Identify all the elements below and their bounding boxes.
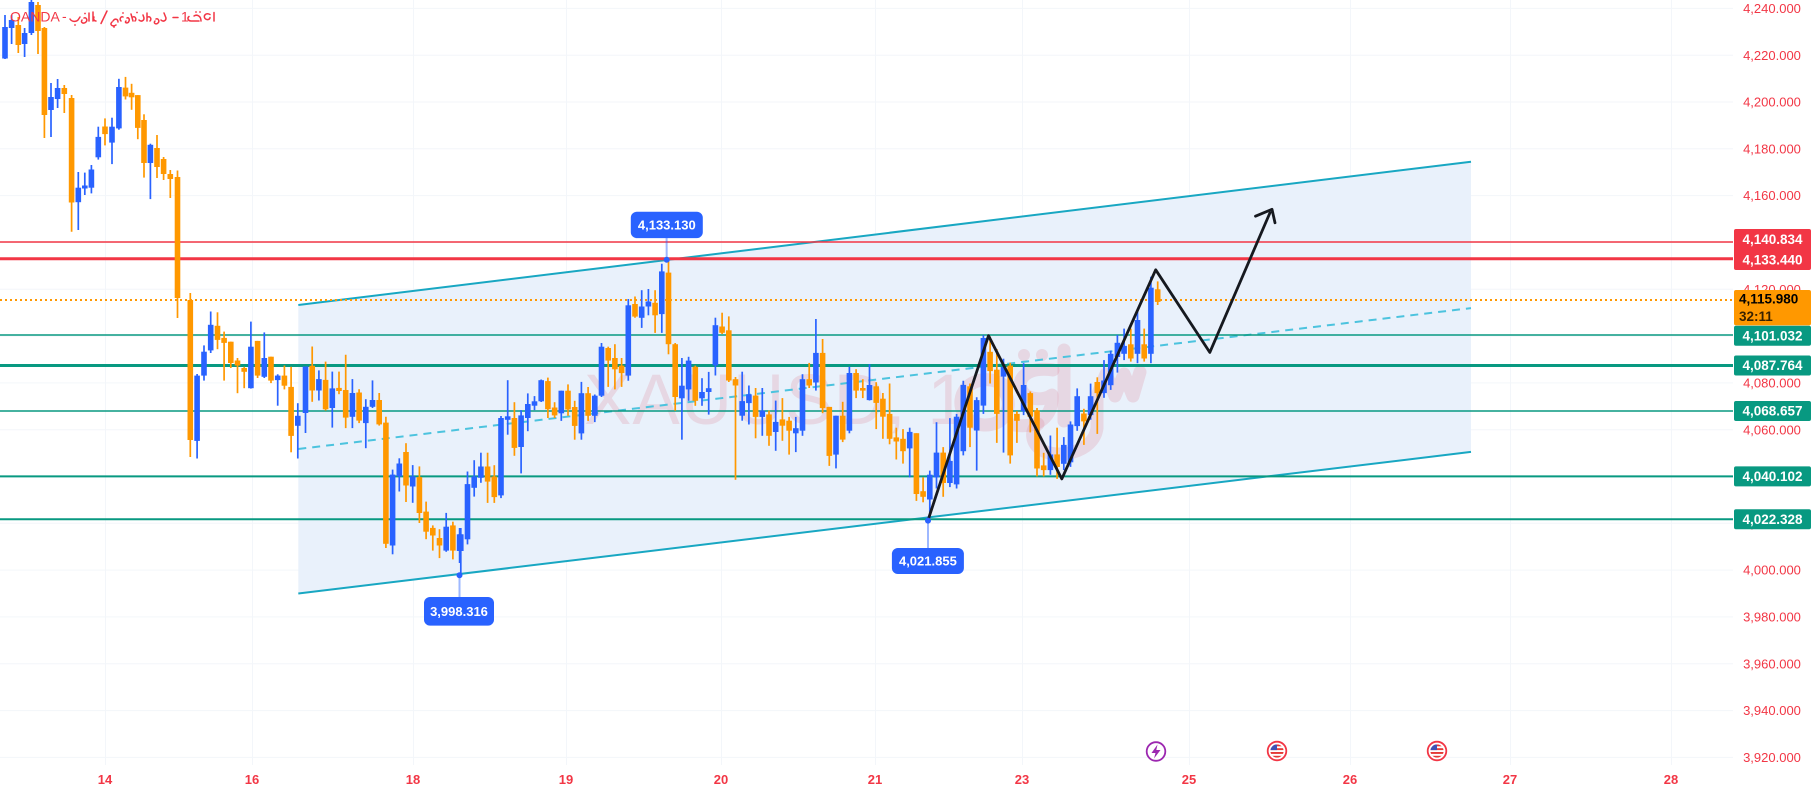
svg-text:-: - [62, 8, 67, 24]
svg-text:28: 28 [1664, 772, 1678, 787]
svg-text:16: 16 [245, 772, 259, 787]
svg-text:4,000.000: 4,000.000 [1743, 563, 1801, 578]
svg-text:23: 23 [1015, 772, 1029, 787]
svg-text:32:11: 32:11 [1739, 309, 1773, 324]
svg-text:4,080.000: 4,080.000 [1743, 376, 1801, 391]
svg-text:19: 19 [559, 772, 573, 787]
svg-text:4,115.980: 4,115.980 [1739, 292, 1798, 307]
svg-text:4,133.440: 4,133.440 [1742, 252, 1802, 267]
svg-text:4,101.032: 4,101.032 [1742, 329, 1802, 344]
svg-text:4,022.328: 4,022.328 [1742, 512, 1803, 527]
svg-text:3,940.000: 3,940.000 [1743, 703, 1801, 718]
svg-text:4,160.000: 4,160.000 [1743, 188, 1801, 203]
svg-text:4,240.000: 4,240.000 [1743, 1, 1801, 16]
svg-text:27: 27 [1503, 772, 1517, 787]
svg-text:3,920.000: 3,920.000 [1743, 750, 1801, 765]
svg-text:21: 21 [868, 772, 882, 787]
svg-text:1: 1 [181, 9, 189, 25]
svg-text:14: 14 [98, 772, 113, 787]
svg-text:4,040.102: 4,040.102 [1742, 469, 1802, 484]
svg-text:OANDA: OANDA [10, 9, 60, 25]
svg-text:4,220.000: 4,220.000 [1743, 48, 1801, 63]
svg-text:4,060.000: 4,060.000 [1743, 422, 1801, 437]
svg-text:20: 20 [714, 772, 728, 787]
svg-text:25: 25 [1182, 772, 1196, 787]
svg-text:4,068.657: 4,068.657 [1742, 404, 1802, 419]
svg-text:3,960.000: 3,960.000 [1743, 656, 1801, 671]
svg-text:3,998.316: 3,998.316 [430, 604, 488, 619]
svg-text:4,200.000: 4,200.000 [1743, 95, 1801, 110]
svg-text:18: 18 [406, 772, 420, 787]
svg-text:4,087.764: 4,087.764 [1742, 358, 1803, 373]
svg-text:4,021.855: 4,021.855 [899, 554, 957, 569]
svg-text:4,140.834: 4,140.834 [1742, 232, 1803, 247]
svg-text:4,180.000: 4,180.000 [1743, 141, 1801, 156]
svg-text:3,980.000: 3,980.000 [1743, 610, 1801, 625]
svg-text:26: 26 [1343, 772, 1357, 787]
svg-text:4,133.130: 4,133.130 [638, 218, 696, 233]
